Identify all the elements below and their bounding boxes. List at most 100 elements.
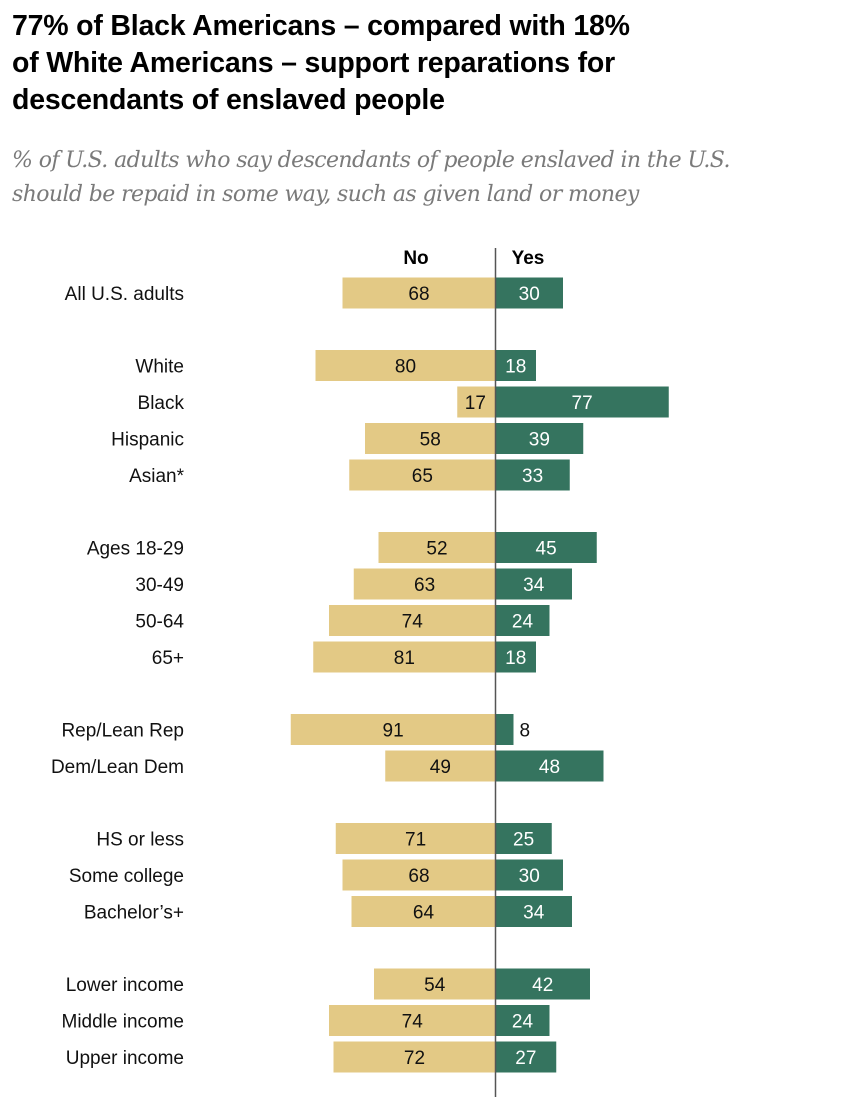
bar-yes	[495, 859, 563, 891]
category-label: Dem/Lean Dem	[51, 757, 184, 778]
category-label: Bachelor’s+	[84, 903, 184, 924]
category-label: Some college	[69, 866, 184, 887]
value-label-yes: 27	[515, 1048, 536, 1069]
bar-row: All U.S. adults 68 30	[65, 277, 563, 309]
bar-yes	[495, 532, 597, 563]
bar-row: Bachelor’s+ 64 34	[84, 896, 572, 927]
value-label-yes: 33	[522, 466, 543, 487]
value-label-no: 81	[394, 648, 415, 669]
category-label: Middle income	[62, 1012, 185, 1033]
bar-no	[351, 896, 496, 927]
value-label-yes: 30	[519, 284, 540, 305]
chart-subtitle: % of U.S. adults who say descendants of …	[12, 144, 857, 212]
category-label: Asian*	[129, 466, 185, 487]
bar-row: 65+ 81 18	[152, 641, 536, 673]
value-label-no: 52	[426, 539, 447, 560]
bar-row: Asian* 65 33	[129, 459, 570, 491]
value-label-no: 72	[404, 1048, 425, 1069]
bar-yes	[495, 714, 514, 745]
value-label-no: 74	[402, 1012, 424, 1033]
subtitle-line-2: should be repaid in some way, such as gi…	[12, 182, 639, 207]
bar-no	[378, 532, 496, 563]
bar-yes	[495, 641, 536, 673]
bar-yes	[495, 423, 584, 454]
value-label-yes: 34	[523, 575, 545, 596]
category-label: Hispanic	[111, 430, 184, 451]
category-label: Ages 18-29	[87, 539, 184, 560]
value-label-no: 54	[424, 975, 446, 996]
bar-row: 50-64 74 24	[135, 605, 550, 636]
header-yes: Yes	[512, 248, 545, 269]
category-label: All U.S. adults	[65, 284, 184, 305]
value-label-no: 91	[383, 721, 404, 742]
bar-row: 30-49 63 34	[135, 568, 572, 600]
bar-row: Black 17 77	[138, 386, 669, 418]
value-label-yes: 34	[523, 903, 545, 924]
value-label-yes: 24	[512, 612, 534, 633]
title-line-2: of White Americans – support reparations…	[12, 47, 615, 79]
bar-row: Middle income 74 24	[62, 1005, 550, 1036]
chart-title: 77% of Black Americans – compared with 1…	[12, 8, 852, 119]
bar-no	[315, 350, 496, 381]
bar-yes	[495, 750, 604, 782]
value-label-yes: 77	[572, 393, 593, 414]
bar-yes	[495, 605, 550, 636]
bar-no	[374, 968, 496, 1000]
value-label-no: 74	[402, 612, 424, 633]
value-label-no: 68	[408, 866, 429, 887]
value-label-yes: 25	[513, 830, 534, 851]
bar-row: Rep/Lean Rep 91 8	[61, 714, 530, 745]
bar-no	[290, 714, 496, 745]
value-label-yes: 18	[505, 648, 526, 669]
subtitle-line-1: % of U.S. adults who say descendants of …	[12, 148, 730, 173]
bar-no	[385, 750, 496, 782]
bar-no	[349, 459, 496, 491]
value-label-no: 71	[405, 830, 426, 851]
bar-no	[353, 568, 496, 600]
category-label: 50-64	[135, 612, 184, 633]
bar-no	[329, 1005, 496, 1036]
bar-row: Ages 18-29 52 45	[87, 532, 597, 563]
value-label-yes: 18	[505, 357, 526, 378]
bar-yes	[495, 459, 570, 491]
bar-yes	[495, 350, 536, 381]
value-label-yes: 45	[536, 539, 557, 560]
category-label: Black	[138, 393, 185, 414]
bar-row: Some college 68 30	[69, 859, 563, 891]
bar-yes	[495, 386, 669, 418]
category-label: HS or less	[96, 830, 184, 851]
value-label-no: 17	[465, 393, 486, 414]
bar-row: Hispanic 58 39	[111, 423, 584, 454]
value-label-yes: 39	[529, 430, 550, 451]
bar-no	[342, 859, 496, 891]
bar-no	[457, 386, 496, 418]
category-label: White	[135, 357, 184, 378]
bar-row: Upper income 72 27	[66, 1041, 557, 1073]
category-label: Lower income	[66, 975, 184, 996]
value-label-no: 49	[430, 757, 451, 778]
bar-yes	[495, 968, 590, 1000]
bar-row: White 80 18	[135, 350, 536, 381]
bar-yes	[495, 1041, 557, 1073]
bar-yes	[495, 896, 572, 927]
bar-yes	[495, 277, 563, 309]
category-label: 65+	[152, 648, 184, 669]
bar-no	[335, 823, 496, 854]
bar-no	[313, 641, 496, 673]
bar-no	[333, 1041, 496, 1073]
value-label-yes: 30	[519, 866, 540, 887]
header-no: No	[403, 248, 428, 269]
bar-yes	[495, 1005, 550, 1036]
value-label-no: 68	[408, 284, 429, 305]
bar-yes	[495, 823, 552, 854]
value-label-no: 65	[412, 466, 433, 487]
category-label: Upper income	[66, 1048, 184, 1069]
value-label-no: 63	[414, 575, 435, 596]
bar-row: HS or less 71 25	[96, 823, 552, 854]
value-label-no: 64	[413, 903, 435, 924]
value-label-yes: 8	[520, 721, 531, 742]
bar-no	[342, 277, 496, 309]
value-label-yes: 42	[532, 975, 553, 996]
bar-no	[329, 605, 496, 636]
